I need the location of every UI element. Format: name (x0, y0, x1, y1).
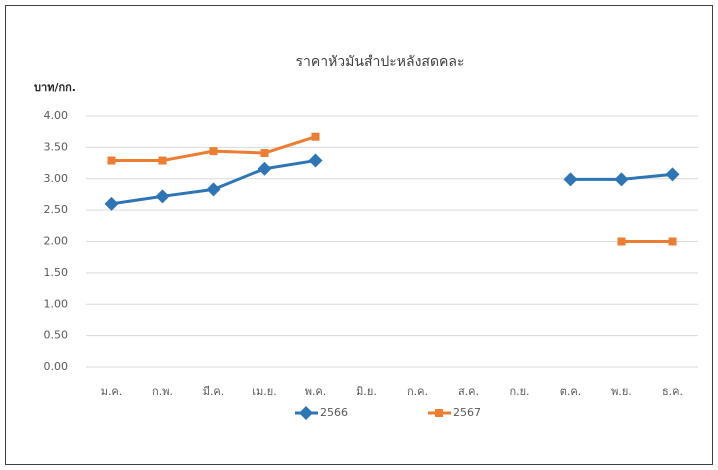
x-tick-label: มี.ค. (203, 385, 225, 398)
data-point (614, 172, 629, 187)
x-tick-label: พ.ค. (305, 385, 327, 398)
data-point (311, 132, 320, 141)
legend-marker (435, 409, 443, 417)
x-tick-label: ก.ย. (509, 385, 529, 398)
x-tick-label: ธ.ค. (662, 385, 683, 398)
y-tick-label: 2.00 (44, 235, 69, 248)
y-tick-label: 1.00 (44, 297, 69, 310)
data-point (563, 172, 578, 187)
data-point (155, 189, 170, 204)
x-tick-label: พ.ย. (611, 385, 632, 398)
data-point (206, 182, 221, 197)
x-tick-label: มิ.ย. (356, 385, 377, 398)
y-tick-label: 3.50 (44, 140, 69, 153)
y-tick-label: 4.00 (44, 109, 69, 122)
data-point (668, 237, 677, 246)
x-tick-label: ก.พ. (152, 385, 173, 398)
data-point (617, 237, 626, 246)
legend-marker (299, 406, 313, 420)
y-tick-label: 2.50 (44, 203, 69, 216)
legend-label: 2567 (453, 406, 481, 419)
data-point (104, 196, 119, 211)
y-axis-label: บาท/กก. (34, 81, 76, 94)
data-point (107, 156, 116, 165)
y-tick-label: 1.50 (44, 266, 69, 279)
x-tick-label: ม.ค. (101, 385, 123, 398)
data-point (260, 149, 269, 158)
y-tick-label: 3.00 (44, 172, 69, 185)
data-point (308, 153, 323, 168)
x-tick-label: ก.ค. (407, 385, 428, 398)
data-point (209, 147, 218, 156)
chart-title: ราคาหัวมันสำปะหลังสดคละ (295, 54, 464, 70)
x-tick-label: ส.ค. (458, 385, 479, 398)
y-tick-label: 0.50 (44, 329, 69, 342)
data-point (665, 167, 680, 182)
chart-frame (5, 5, 713, 465)
x-tick-label: ต.ค. (560, 385, 582, 398)
data-point (257, 161, 272, 176)
x-tick-label: เม.ย. (252, 385, 276, 398)
legend-label: 2566 (320, 406, 348, 419)
data-point (158, 156, 167, 165)
y-tick-label: 0.00 (44, 360, 69, 373)
